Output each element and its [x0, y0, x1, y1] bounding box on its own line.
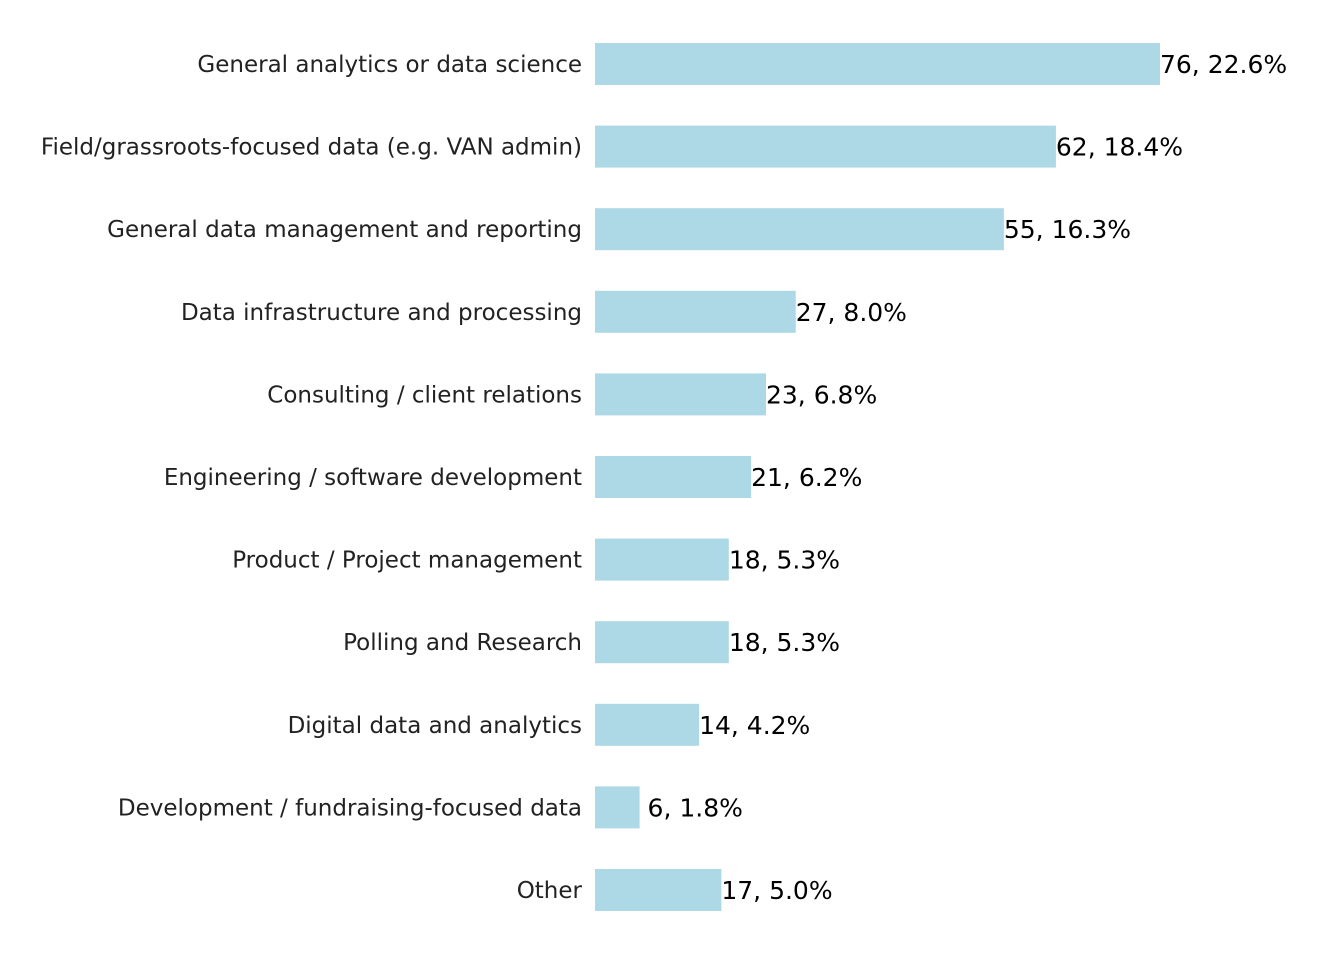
category-label: Field/grassroots-focused data (e.g. VAN …: [41, 135, 582, 161]
bar: [595, 208, 1004, 251]
value-label: 14, 4.2%: [699, 711, 810, 740]
bar: [595, 456, 752, 498]
bar: [595, 373, 766, 416]
value-label: 62, 18.4%: [1056, 133, 1183, 162]
category-label: Other: [517, 878, 583, 904]
bar: [595, 290, 796, 333]
category-label: Polling and Research: [343, 630, 582, 656]
value-label: 18, 5.3%: [729, 628, 840, 657]
category-label: General data management and reporting: [107, 217, 582, 243]
bar: [595, 869, 722, 911]
value-label: 27, 8.0%: [796, 298, 907, 327]
value-label: 21, 6.2%: [751, 463, 862, 492]
value-label: 17, 5.0%: [721, 876, 832, 905]
category-label: Consulting / client relations: [267, 382, 582, 408]
category-label: Data infrastructure and processing: [181, 300, 582, 326]
bar: [595, 538, 729, 581]
category-label: Product / Project management: [232, 548, 582, 574]
category-label: Digital data and analytics: [288, 713, 582, 739]
bar: [595, 786, 640, 829]
value-label: 18, 5.3%: [729, 546, 840, 575]
category-label: General analytics or data science: [197, 52, 582, 78]
bar: [595, 703, 700, 746]
value-label: 55, 16.3%: [1004, 215, 1131, 244]
value-label: 6, 1.8%: [640, 793, 743, 822]
value-label: 76, 22.6%: [1160, 50, 1287, 79]
bar: [595, 125, 1056, 168]
value-label: 23, 6.8%: [766, 380, 877, 409]
bar: [595, 621, 729, 664]
bar: [595, 43, 1160, 85]
category-label: Engineering / software development: [164, 465, 582, 491]
category-label: Development / fundraising-focused data: [118, 795, 582, 821]
